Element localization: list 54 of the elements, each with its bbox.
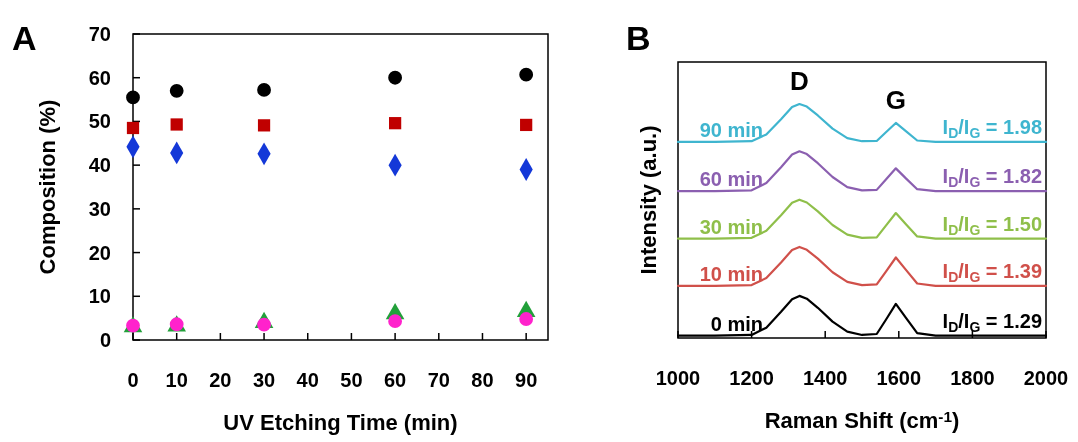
y-axis-title: Intensity (a.u.) [636,125,661,275]
point [170,118,183,131]
series-label: 60 min [699,168,763,191]
point [388,70,403,85]
point [126,121,140,135]
annotation: I$_{D}$/I$_{G}$ = 1.29 [942,309,1042,335]
series-label: 30 min [699,215,763,238]
x-tick-label: 0 [127,369,139,391]
x-tick-label: 2000 [1023,367,1069,389]
y-tick-label: 70 [88,23,111,45]
y-axis-title: Composition (%) [35,99,60,275]
x-tick-label: 80 [471,369,494,391]
y-tick-label: 30 [88,197,111,220]
chart-title: B [626,19,651,57]
x-tick-label: 30 [252,369,276,391]
x-tick-label: 1000 [655,367,701,389]
x-tick-label: 20 [209,369,232,391]
y-tick-label: 50 [88,110,111,133]
x-tick-label: 50 [340,369,363,391]
point [126,90,140,105]
point [169,83,184,98]
annotation: I$_{D}$/I$_{G}$ = 1.98 [942,115,1042,142]
x-tick-label: 1800 [950,367,995,389]
x-tick-label: 60 [383,369,407,391]
y-tick-label: 10 [88,285,111,308]
point [388,117,402,130]
y-tick-label: 40 [88,154,111,177]
annotation: I$_{D}$/I$_{G}$ = 1.50 [942,212,1042,238]
point [519,67,534,82]
x-axis-title: Raman Shift (cm$^{-1}$) [764,408,960,433]
x-tick-label: 90 [515,369,538,391]
annotation: I$_{D}$/I$_{G}$ = 1.39 [942,259,1042,286]
x-tick-label: 1200 [729,367,774,389]
annotation: D [790,66,809,96]
x-tick-label: 70 [427,369,450,391]
series-label: 0 min [710,312,763,335]
y-tick-label: 60 [88,66,111,89]
x-tick-label: 40 [296,369,319,391]
x-tick-label: 1400 [802,367,848,389]
x-tick-label: 10 [165,369,188,391]
y-tick-label: 0 [99,329,111,351]
point [257,83,271,97]
chart-title: A [12,19,37,57]
series-label: 90 min [699,118,763,141]
x-tick-label: 1600 [876,367,922,389]
point [519,312,534,326]
annotation: I$_{D}$/I$_{G}$ = 1.82 [942,165,1042,191]
point [257,119,271,132]
series-label: 10 min [699,262,763,285]
y-tick-label: 20 [88,241,111,264]
point [388,314,403,329]
annotation: G [885,84,906,115]
x-axis-title: UV Etching Time (min) [223,410,458,435]
point [520,118,533,132]
